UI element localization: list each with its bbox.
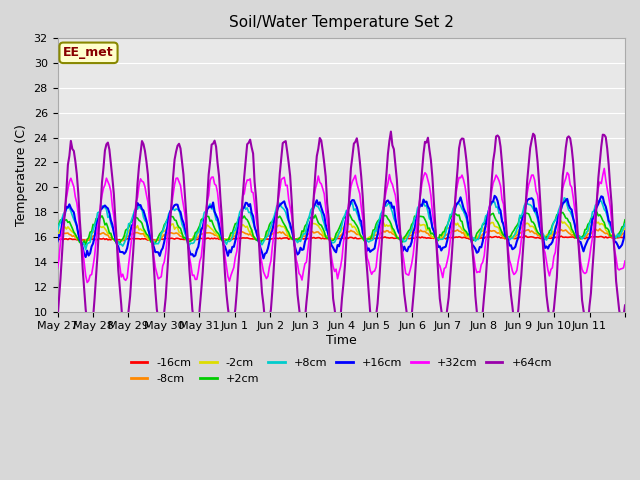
+32cm [620,265,627,271]
-16cm [620,235,627,240]
+32cm [460,177,467,182]
+8cm [92,219,100,225]
+16cm [545,242,553,248]
+16cm [260,255,268,261]
-8cm [91,233,99,239]
+16cm [620,237,627,242]
+2cm [73,234,81,240]
+64cm [92,273,100,279]
+64cm [621,302,629,308]
+32cm [621,258,629,264]
Y-axis label: Temperature (C): Temperature (C) [15,124,28,226]
+2cm [92,216,100,222]
-16cm [54,236,61,242]
+32cm [347,184,355,190]
-8cm [620,230,627,236]
+8cm [621,221,629,227]
+8cm [620,225,627,231]
-16cm [621,235,629,240]
-2cm [347,221,355,227]
+16cm [491,193,499,199]
+2cm [79,242,86,248]
-8cm [54,236,61,241]
+2cm [54,225,61,230]
+8cm [544,234,552,240]
+8cm [54,228,61,234]
+64cm [620,313,627,319]
+32cm [544,267,552,273]
-16cm [460,235,467,240]
Line: -8cm: -8cm [58,229,625,242]
+32cm [83,280,91,286]
-16cm [82,238,90,243]
Text: EE_met: EE_met [63,46,114,60]
+2cm [544,234,552,240]
+2cm [460,226,467,231]
+32cm [73,200,81,205]
-16cm [73,237,81,242]
Line: +32cm: +32cm [58,168,625,283]
+8cm [460,208,467,214]
-16cm [522,233,529,239]
Line: +8cm: +8cm [58,198,625,250]
-8cm [460,229,467,235]
-2cm [591,217,599,223]
+2cm [593,209,601,215]
+2cm [347,214,355,220]
-2cm [54,231,61,237]
+8cm [73,224,81,229]
-16cm [545,235,553,241]
-8cm [621,230,629,236]
+64cm [347,166,355,171]
Line: -2cm: -2cm [58,220,625,244]
Title: Soil/Water Temperature Set 2: Soil/Water Temperature Set 2 [229,15,454,30]
+8cm [347,201,355,207]
+8cm [561,195,568,201]
+64cm [54,316,61,322]
+64cm [461,145,469,151]
+32cm [600,166,608,171]
-2cm [92,227,100,232]
+64cm [73,171,81,177]
+16cm [73,223,81,228]
-2cm [620,227,627,233]
-8cm [150,239,157,245]
+16cm [460,205,467,211]
+64cm [545,314,553,320]
-2cm [621,226,629,231]
Line: +64cm: +64cm [58,132,625,330]
-16cm [92,236,100,242]
-2cm [460,228,467,234]
+16cm [347,199,355,205]
-2cm [79,241,86,247]
+32cm [92,239,100,244]
+32cm [54,266,61,272]
-2cm [73,236,81,242]
+2cm [621,217,629,223]
X-axis label: Time: Time [326,334,356,347]
+64cm [387,129,395,134]
-8cm [596,226,604,232]
+16cm [54,239,61,244]
-8cm [347,228,355,233]
+16cm [91,234,99,240]
-2cm [544,231,552,237]
+2cm [620,224,627,229]
-16cm [347,234,355,240]
Line: +2cm: +2cm [58,212,625,245]
-8cm [544,234,552,240]
-8cm [73,235,81,241]
+8cm [82,247,90,252]
Line: -16cm: -16cm [58,236,625,240]
+64cm [85,327,93,333]
Line: +16cm: +16cm [58,196,625,258]
+16cm [621,228,629,234]
Legend: -16cm, -8cm, -2cm, +2cm, +8cm, +16cm, +32cm, +64cm: -16cm, -8cm, -2cm, +2cm, +8cm, +16cm, +3… [126,354,556,388]
